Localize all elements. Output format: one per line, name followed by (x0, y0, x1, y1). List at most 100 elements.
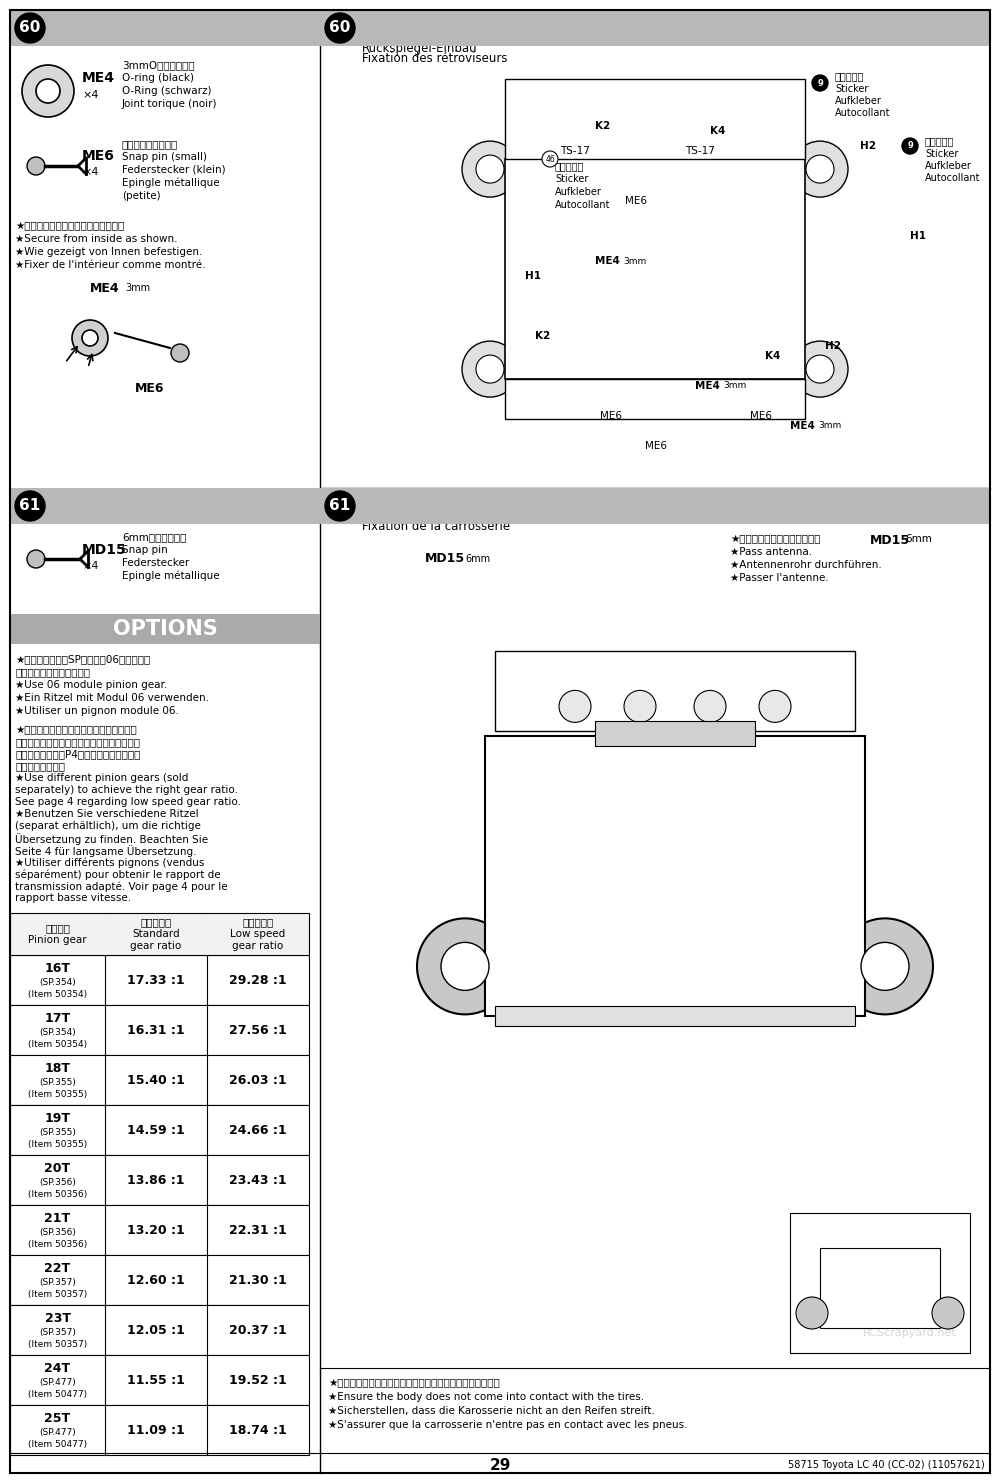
Text: 3mmOリング（黒）: 3mmOリング（黒） (122, 59, 195, 70)
Text: 29.28 :1: 29.28 :1 (229, 973, 287, 986)
Text: (Item 50357): (Item 50357) (28, 1339, 87, 1348)
Text: ピニオン: ピニオン (45, 922, 70, 933)
Text: H2: H2 (825, 341, 841, 351)
Text: O-Ring (schwarz): O-Ring (schwarz) (122, 86, 212, 96)
Text: 29: 29 (489, 1458, 511, 1473)
Circle shape (36, 79, 60, 102)
Text: transmission adapté. Voir page 4 pour le: transmission adapté. Voir page 4 pour le (15, 881, 228, 891)
Text: 60: 60 (329, 21, 351, 36)
Text: Aufkleber: Aufkleber (835, 96, 882, 105)
Circle shape (902, 138, 918, 154)
Text: (SP.357): (SP.357) (39, 1277, 76, 1286)
Text: 3mm: 3mm (623, 257, 646, 265)
Text: ★Fixer de l'intérieur comme montré.: ★Fixer de l'intérieur comme montré. (15, 260, 206, 270)
Text: 11.55 :1: 11.55 :1 (127, 1373, 185, 1387)
Bar (10, 1105, 309, 1155)
Text: ME6: ME6 (750, 411, 772, 421)
Text: ME4: ME4 (90, 282, 120, 295)
Text: Epingle métallique: Epingle métallique (122, 178, 220, 188)
Circle shape (861, 942, 909, 991)
Text: (SP.477): (SP.477) (39, 1428, 76, 1437)
Text: ME4: ME4 (790, 421, 815, 432)
Text: (Item 50354): (Item 50354) (28, 989, 87, 998)
Circle shape (441, 942, 489, 991)
Text: (Item 50355): (Item 50355) (28, 1090, 87, 1099)
Text: ME6: ME6 (625, 196, 647, 206)
Text: rapport basse vitesse.: rapport basse vitesse. (15, 893, 131, 903)
Bar (10, 488, 320, 523)
Text: 17.33 :1: 17.33 :1 (127, 973, 185, 986)
Text: séparément) pour obtenir le rapport de: séparément) pour obtenir le rapport de (15, 869, 221, 879)
Text: Low speed: Low speed (230, 928, 286, 939)
Circle shape (837, 918, 933, 1014)
Text: Attaching side mirrors: Attaching side mirrors (362, 33, 493, 44)
Text: 20.37 :1: 20.37 :1 (229, 1323, 287, 1336)
Text: O-ring (black): O-ring (black) (122, 73, 194, 83)
Text: Autocollant: Autocollant (925, 174, 980, 182)
Text: TS-17: TS-17 (560, 145, 590, 156)
Text: 比と低速ギヤ比（P4参照）で幅広いギヤ比: 比と低速ギヤ比（P4参照）で幅広いギヤ比 (15, 749, 140, 759)
Text: Aufkleber: Aufkleber (555, 187, 602, 197)
Text: ★アンテナパイプを通します。: ★アンテナパイプを通します。 (730, 534, 820, 544)
Text: Epingle métallique: Epingle métallique (122, 571, 220, 581)
Text: Pinion gear: Pinion gear (28, 934, 87, 945)
Bar (495, 1007, 855, 1026)
Text: Seite 4 für langsame Übersetzung.: Seite 4 für langsame Übersetzung. (15, 845, 196, 857)
Circle shape (792, 141, 848, 197)
Text: OPTIONS: OPTIONS (113, 618, 217, 639)
Circle shape (15, 13, 45, 43)
Text: Sticker: Sticker (555, 174, 588, 184)
Bar (505, 79, 805, 159)
Text: (SP.355): (SP.355) (39, 1078, 76, 1087)
Circle shape (542, 151, 558, 168)
Bar (10, 1005, 309, 1054)
Text: 設定が可能です。: 設定が可能です。 (15, 761, 65, 771)
Text: (SP.355): (SP.355) (39, 1127, 76, 1136)
Circle shape (82, 331, 98, 346)
Text: Federstecker (klein): Federstecker (klein) (122, 165, 226, 175)
Text: Snap pin (small): Snap pin (small) (122, 151, 207, 162)
Text: 21.30 :1: 21.30 :1 (229, 1274, 287, 1286)
Text: RCScrapyard.net: RCScrapyard.net (863, 1327, 957, 1338)
Circle shape (27, 157, 45, 175)
Text: (SP.354): (SP.354) (39, 1028, 76, 1037)
Text: ★Utiliser un pignon module 06.: ★Utiliser un pignon module 06. (15, 706, 179, 716)
Text: (petite): (petite) (122, 191, 161, 202)
Text: 9: 9 (907, 141, 913, 150)
Text: Sticker: Sticker (925, 148, 958, 159)
Text: 27.56 :1: 27.56 :1 (229, 1023, 287, 1037)
Text: 標準ギヤ比: 標準ギヤ比 (140, 916, 172, 927)
Text: MD15: MD15 (870, 534, 910, 547)
Text: K4: K4 (765, 351, 780, 360)
Text: 9: 9 (817, 79, 823, 87)
Circle shape (806, 354, 834, 383)
Text: 11.09 :1: 11.09 :1 (127, 1424, 185, 1437)
Text: (Item 50354): (Item 50354) (28, 1040, 87, 1048)
Circle shape (476, 354, 504, 383)
Text: Aufkleber: Aufkleber (925, 162, 972, 171)
Text: ★S'assurer que la carrosserie n'entre pas en contact avec les pneus.: ★S'assurer que la carrosserie n'entre pa… (328, 1421, 688, 1430)
Bar (10, 1155, 309, 1206)
Text: 20T: 20T (44, 1161, 71, 1175)
Text: ×4: ×4 (82, 168, 98, 176)
Text: ★ボディはタイヤに接触しない高さで取り付けてください。: ★ボディはタイヤに接触しない高さで取り付けてください。 (328, 1378, 500, 1388)
Text: (SP.354): (SP.354) (39, 977, 76, 986)
Text: (Item 50477): (Item 50477) (28, 1390, 87, 1398)
Circle shape (462, 341, 518, 397)
Text: 24T: 24T (44, 1361, 71, 1375)
Text: K4: K4 (710, 126, 725, 136)
Text: H2: H2 (860, 141, 876, 151)
Text: (SP.356): (SP.356) (39, 1178, 76, 1186)
Text: (Item 50356): (Item 50356) (28, 1240, 87, 1249)
Circle shape (325, 13, 355, 43)
Text: (Item 50355): (Item 50355) (28, 1139, 87, 1148)
Text: ★走らせる場所に合わせて、ピニオンギヤ: ★走らせる場所に合わせて、ピニオンギヤ (15, 725, 137, 736)
Circle shape (759, 691, 791, 722)
Circle shape (812, 76, 828, 90)
Text: ステッカー: ステッカー (925, 136, 954, 145)
Text: Rückspiegel-Einbau: Rückspiegel-Einbau (362, 42, 478, 55)
Bar (10, 1305, 309, 1355)
Text: ★Use different pinion gears (sold: ★Use different pinion gears (sold (15, 773, 188, 783)
Bar (10, 1054, 309, 1105)
Text: 13.20 :1: 13.20 :1 (127, 1223, 185, 1237)
